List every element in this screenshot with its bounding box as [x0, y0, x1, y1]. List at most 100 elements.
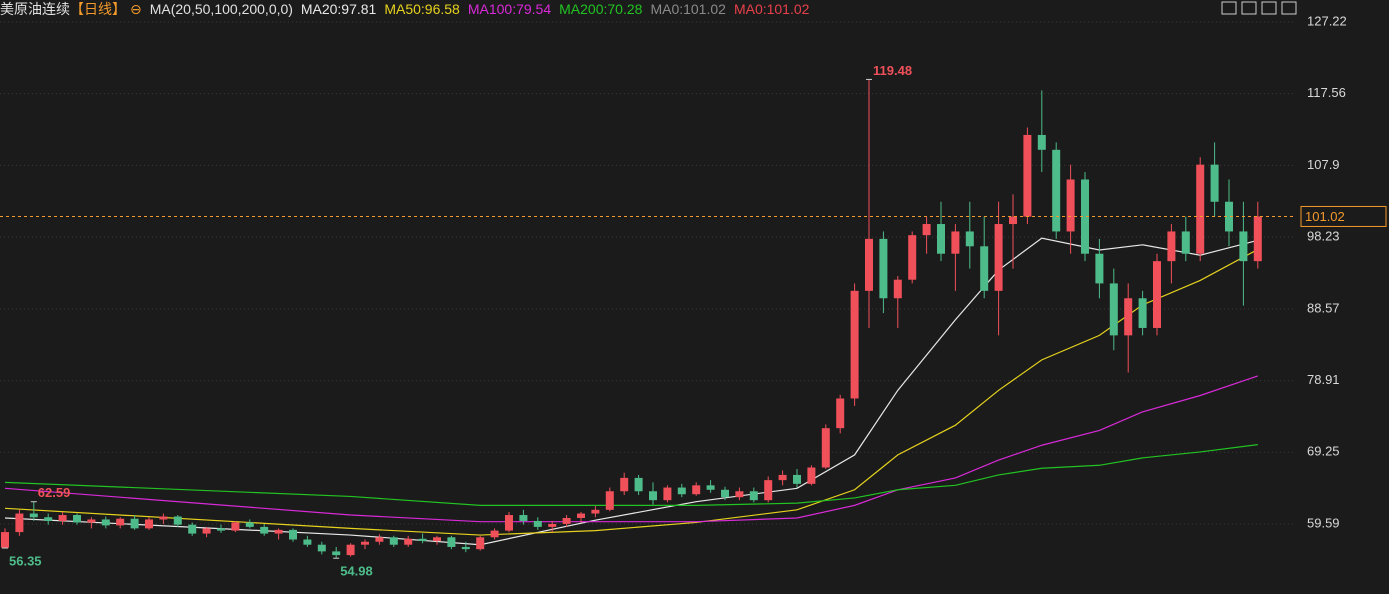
candle-body — [591, 509, 600, 514]
candle-body — [173, 516, 182, 525]
candle-body — [807, 467, 816, 484]
candle-body — [562, 517, 571, 524]
icon[interactable] — [1221, 1, 1237, 15]
candle-body — [404, 538, 413, 545]
candle-body — [145, 519, 153, 529]
candle-body — [289, 529, 297, 540]
symbol: 美原油连续 — [0, 1, 70, 17]
candle-body — [893, 279, 902, 299]
candle-body — [303, 539, 312, 545]
y-tick-label: 78.91 — [1307, 372, 1340, 387]
candle-body — [1210, 164, 1219, 202]
candle-body — [433, 537, 441, 541]
legend-entry: MA200:70.28 — [559, 1, 643, 17]
candle-body — [965, 231, 974, 247]
candle-body — [1081, 179, 1089, 254]
candle-body — [1124, 298, 1133, 336]
candle-body — [577, 513, 585, 518]
legend-entry: MA20:97.81 — [300, 1, 377, 17]
candle-body — [490, 530, 499, 538]
candle-body — [73, 515, 81, 523]
candle-body — [836, 398, 845, 429]
candle-body — [922, 224, 931, 236]
candle-body — [533, 520, 542, 527]
y-tick-label: 117.56 — [1307, 85, 1346, 100]
candle-body — [951, 231, 960, 254]
icon[interactable] — [1261, 1, 1277, 15]
candle-body — [1138, 298, 1147, 328]
candle-body — [15, 513, 24, 533]
candle-body — [231, 522, 240, 531]
last-price-label: 101.02 — [1305, 209, 1345, 224]
ma-line — [4, 237, 1258, 546]
candle-body — [778, 474, 787, 481]
candle-body — [389, 537, 398, 545]
candle-body — [865, 238, 873, 291]
candle-body — [101, 519, 110, 526]
legend-entry: MA50:96.58 — [384, 1, 460, 17]
candle-body — [1066, 179, 1075, 232]
candle-body — [1196, 164, 1205, 254]
candle-body — [159, 516, 168, 520]
candle-body — [87, 519, 96, 523]
candle-body — [620, 477, 629, 492]
candle-body — [332, 551, 341, 556]
candle-body — [476, 537, 485, 550]
candle-body — [634, 477, 643, 492]
period-icon[interactable]: ⊖ — [130, 1, 142, 17]
candle-body — [994, 224, 1003, 291]
candle-body — [1239, 231, 1248, 262]
candle-body — [505, 515, 513, 531]
candle-body — [1052, 149, 1061, 232]
candle-body — [58, 515, 67, 521]
candle-body — [260, 526, 269, 534]
y-tick-label: 98.23 — [1307, 229, 1340, 244]
y-tick-label: 59.59 — [1307, 515, 1340, 530]
legend-entry: MA0:101.02 — [650, 1, 726, 17]
candle-body — [519, 515, 528, 521]
candle-body — [721, 489, 729, 498]
candle-body — [764, 480, 773, 501]
candle-body — [677, 487, 686, 495]
candle-body — [821, 428, 830, 468]
candle-body — [850, 290, 859, 399]
candle-body — [879, 238, 888, 299]
y-tick-label: 88.57 — [1307, 300, 1340, 315]
candle-body — [706, 485, 715, 490]
candle-body — [1095, 253, 1104, 284]
candle-body — [1167, 231, 1176, 262]
toolbar-icons — [1221, 1, 1297, 15]
candle-body — [29, 513, 38, 518]
candle-body — [1, 532, 9, 548]
legend-entry: MA0:101.02 — [733, 1, 810, 17]
candle-body — [188, 524, 197, 534]
indicator[interactable]: MA(20,50,100,200,0,0) — [149, 1, 293, 17]
candle-body — [649, 491, 657, 501]
candle-body — [274, 529, 283, 534]
annotation: 54.98 — [340, 564, 373, 579]
y-tick-label: 127.22 — [1307, 13, 1347, 28]
candle-body — [346, 544, 355, 556]
icon[interactable] — [1281, 1, 1297, 15]
candle-body — [202, 528, 211, 534]
candle-body — [908, 235, 917, 280]
candle-body — [418, 538, 427, 541]
candle-body — [1023, 134, 1032, 217]
y-tick-label: 107.9 — [1307, 157, 1340, 172]
candle-body — [1109, 283, 1118, 336]
candle-body — [461, 546, 470, 550]
ma-line — [4, 375, 1258, 523]
candle-body — [130, 518, 139, 529]
candle-body — [548, 523, 557, 527]
candle-body — [605, 491, 614, 510]
icon[interactable] — [1241, 1, 1257, 15]
candle-body — [692, 485, 701, 495]
annotation: 119.48 — [873, 63, 912, 78]
candle-body — [793, 474, 801, 484]
last-price-box — [1300, 205, 1387, 227]
period[interactable]: 【日线】 — [70, 1, 126, 17]
candle-body — [217, 528, 225, 531]
annotation: 56.35 — [9, 553, 42, 568]
